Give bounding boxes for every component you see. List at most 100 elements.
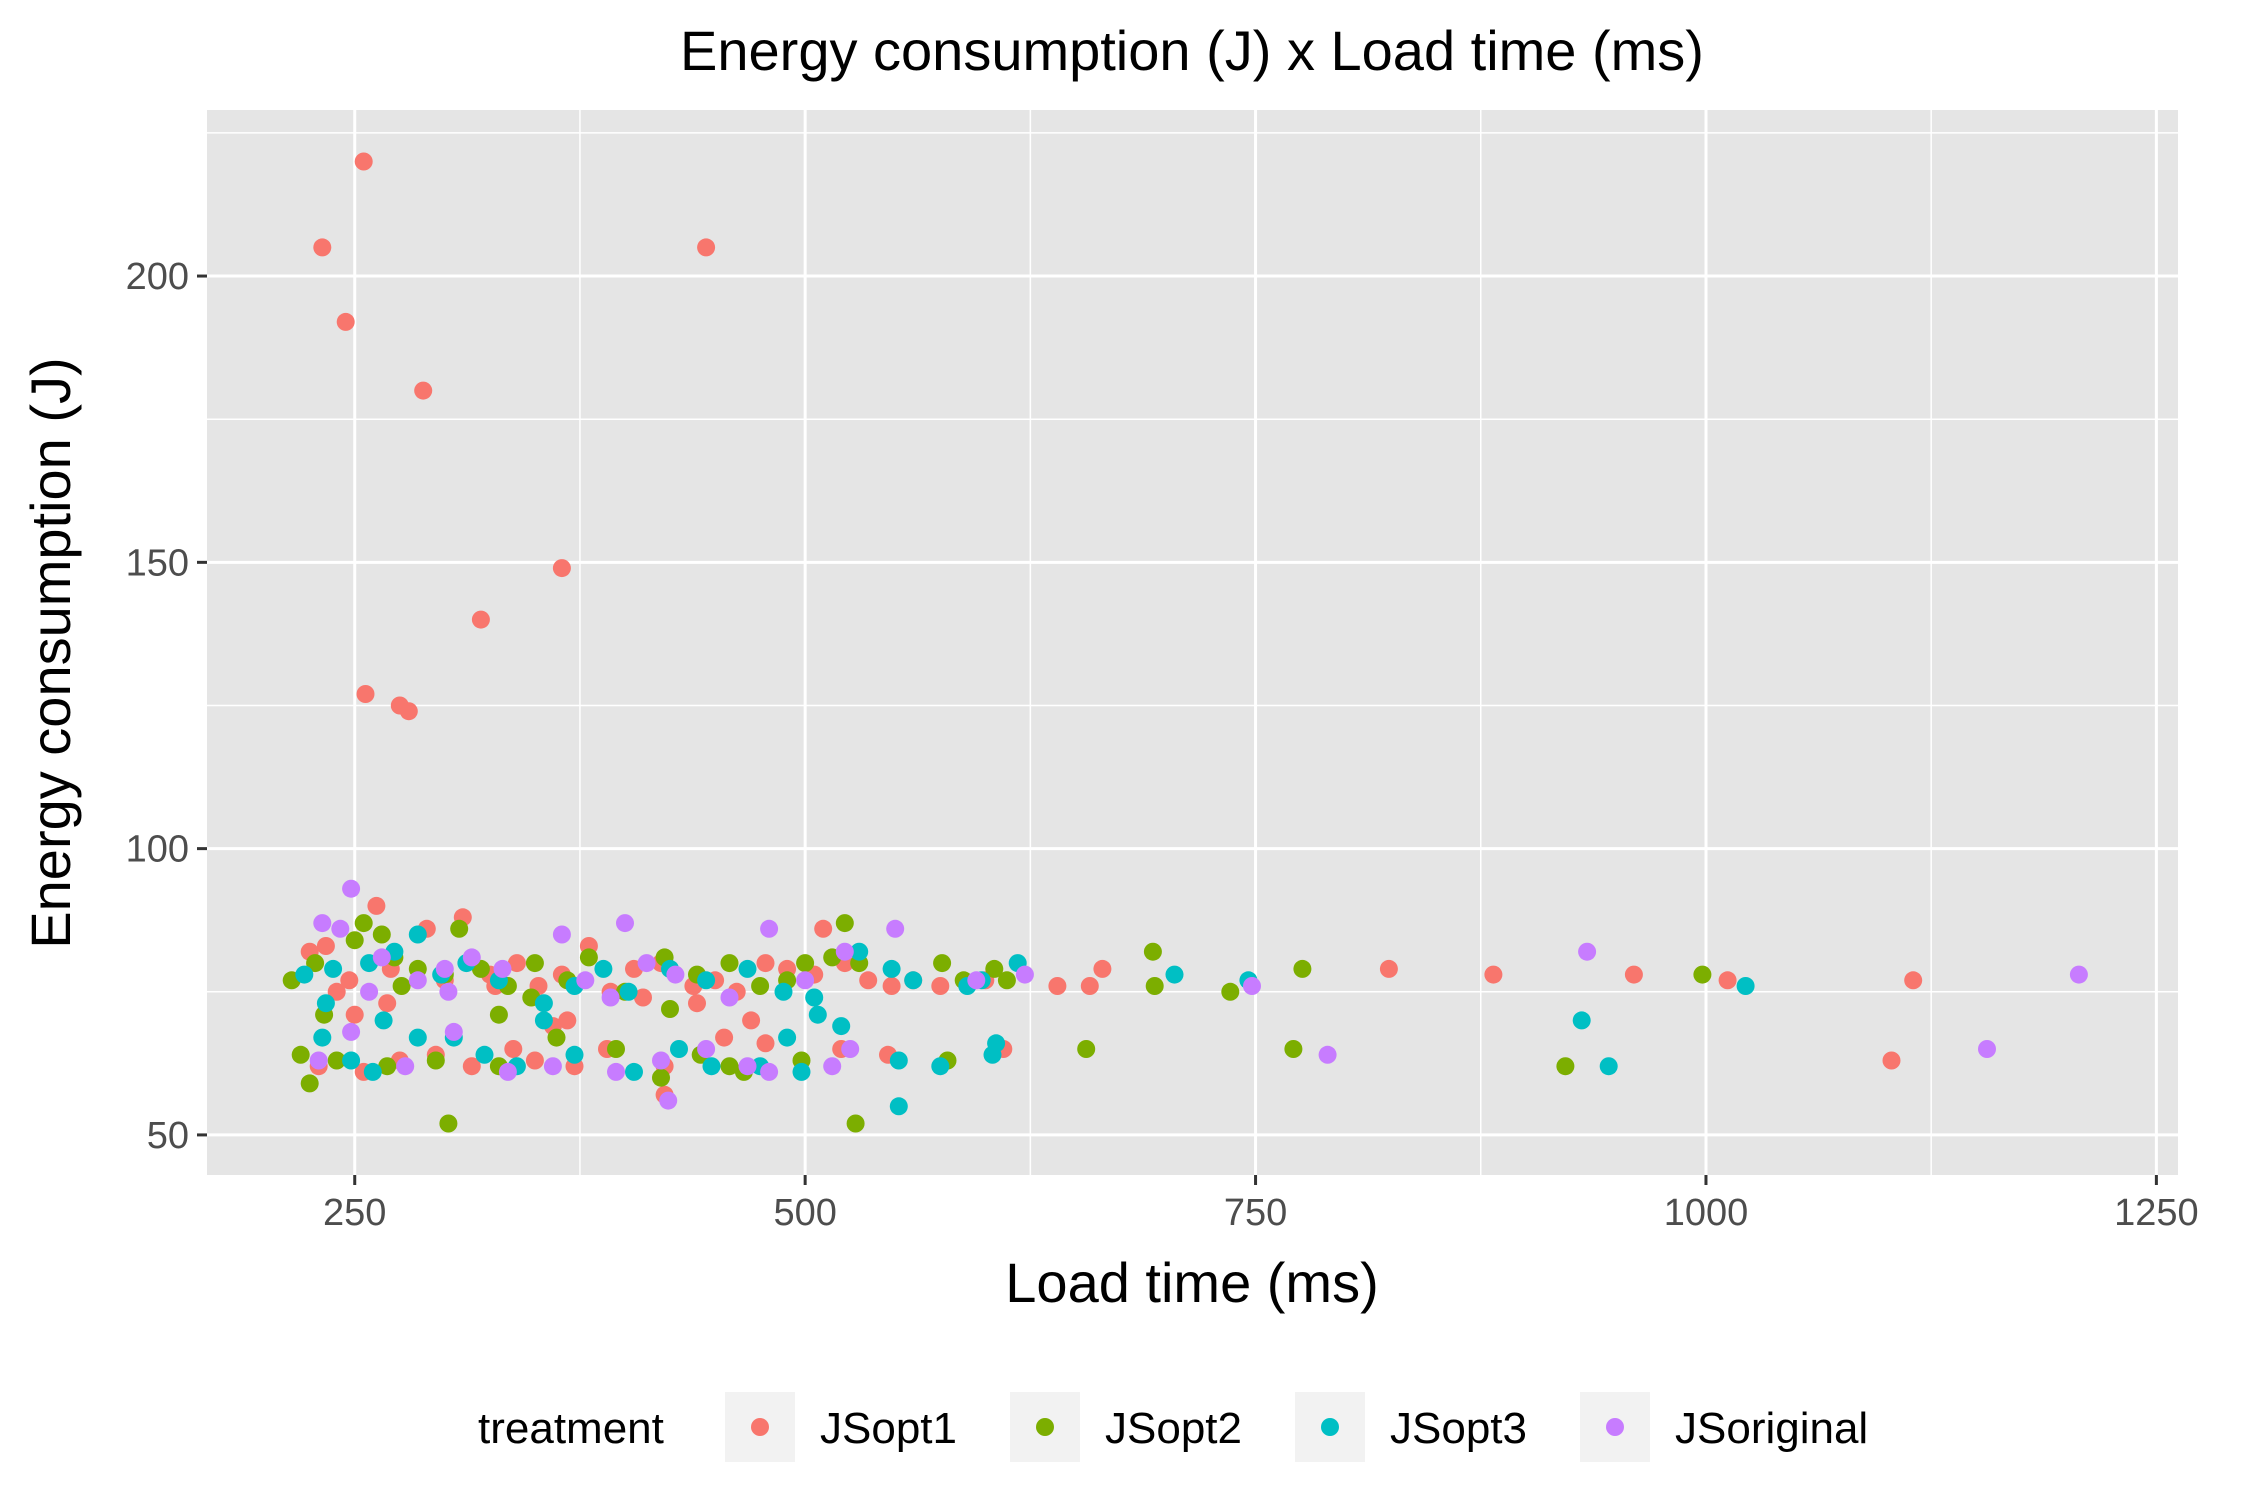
data-point: [1578, 942, 1597, 961]
data-point: [835, 914, 854, 933]
legend-item-jsopt3: JSopt3: [1295, 1392, 1527, 1462]
y-axis-title: Energy consumption (J): [19, 357, 82, 948]
data-point: [886, 919, 905, 938]
data-point: [439, 1114, 458, 1133]
data-point: [1165, 965, 1184, 984]
data-point: [1904, 971, 1923, 990]
data-point: [634, 988, 652, 1007]
data-point: [327, 1051, 346, 1070]
data-point: [316, 994, 335, 1013]
data-point: [889, 1051, 908, 1070]
data-point: [295, 965, 314, 984]
x-tick-label: 500: [773, 1192, 836, 1234]
data-point: [997, 971, 1016, 990]
data-point: [345, 931, 364, 950]
y-axis: 50 100 150 200: [126, 256, 207, 1157]
data-point: [444, 1022, 463, 1041]
data-point: [778, 1028, 797, 1047]
data-point: [594, 959, 613, 978]
data-point: [1556, 1057, 1575, 1076]
data-point: [882, 959, 901, 978]
data-point: [367, 896, 386, 915]
data-point: [363, 1062, 382, 1081]
data-point: [471, 610, 490, 629]
data-point: [967, 971, 986, 990]
data-point: [324, 959, 343, 978]
data-point: [1318, 1045, 1337, 1064]
data-point: [579, 948, 598, 967]
data-point: [399, 702, 418, 721]
y-tick-label: 50: [147, 1115, 189, 1157]
data-point: [462, 1057, 481, 1076]
data-point: [525, 1051, 544, 1070]
legend-swatch: [1606, 1418, 1624, 1436]
x-axis: 250 500 750 1000 1250: [323, 1175, 2199, 1234]
legend-swatch: [1321, 1418, 1339, 1436]
data-point: [859, 971, 878, 990]
legend-swatch: [1036, 1418, 1054, 1436]
data-point: [751, 977, 770, 995]
data-point: [904, 971, 923, 990]
data-point: [607, 1062, 625, 1081]
data-point: [475, 1045, 494, 1064]
data-point: [534, 994, 553, 1013]
data-point: [616, 914, 634, 933]
data-point: [450, 919, 469, 938]
data-point: [607, 1040, 625, 1058]
data-point: [414, 381, 433, 400]
legend: treatment JSopt1 JSopt2 JSopt3 JSoriginal: [478, 1392, 1868, 1462]
data-point: [336, 312, 355, 331]
data-point: [792, 1062, 811, 1081]
data-point: [300, 1074, 319, 1093]
data-point: [360, 982, 379, 1001]
data-point: [291, 1045, 310, 1064]
data-point: [688, 994, 706, 1013]
data-point: [1693, 965, 1712, 984]
data-point: [738, 1057, 757, 1076]
y-tick-label: 150: [126, 542, 189, 584]
data-point: [625, 1062, 643, 1081]
data-point: [504, 1040, 523, 1058]
data-point: [661, 1000, 679, 1018]
data-point: [345, 1005, 364, 1024]
data-point: [882, 977, 901, 995]
data-point: [796, 954, 815, 973]
data-point: [534, 1011, 553, 1030]
data-point: [933, 954, 952, 973]
data-point: [637, 954, 656, 973]
data-point: [1221, 982, 1240, 1001]
data-point: [1284, 1040, 1303, 1058]
data-point: [1143, 942, 1162, 961]
data-point: [1015, 965, 1034, 984]
data-point: [1093, 959, 1112, 978]
data-point: [720, 988, 739, 1007]
data-point: [2069, 965, 2088, 984]
x-tick-label: 250: [323, 1192, 386, 1234]
data-point: [426, 1051, 445, 1070]
data-point: [1145, 977, 1164, 995]
data-point: [715, 1028, 734, 1047]
data-point: [808, 1005, 827, 1024]
data-point: [697, 971, 716, 990]
legend-item-jsopt2: JSopt2: [1010, 1392, 1242, 1462]
data-point: [408, 971, 427, 990]
data-point: [552, 925, 571, 944]
data-point: [1379, 959, 1398, 978]
data-point: [841, 1040, 860, 1058]
series-jsoriginal: [309, 879, 2088, 1110]
data-point: [1718, 971, 1737, 990]
data-point: [652, 1068, 670, 1087]
data-point: [835, 942, 854, 961]
data-point: [985, 959, 1004, 978]
data-point: [720, 1057, 739, 1076]
data-point: [558, 1011, 577, 1030]
data-point: [354, 152, 373, 171]
data-point: [720, 954, 739, 973]
data-point: [805, 988, 824, 1007]
data-point: [547, 1028, 566, 1047]
data-point: [666, 965, 685, 984]
data-point: [702, 1057, 721, 1076]
data-point: [1599, 1057, 1618, 1076]
data-point: [313, 1028, 332, 1047]
